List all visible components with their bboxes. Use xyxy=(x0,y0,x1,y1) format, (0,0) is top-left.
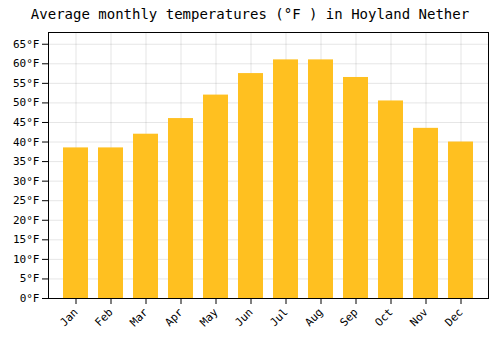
svg-text:55°F: 55°F xyxy=(13,77,40,90)
svg-text:Feb: Feb xyxy=(92,306,115,329)
svg-text:10°F: 10°F xyxy=(13,253,40,266)
svg-text:0°F: 0°F xyxy=(20,292,40,305)
svg-text:Jan: Jan xyxy=(57,306,80,329)
svg-text:50°F: 50°F xyxy=(13,96,40,109)
html-text:Average monthly temperatures (: Average monthly temperatures (°F ) in Ho… xyxy=(30,6,470,22)
svg-text:65°F: 65°F xyxy=(13,38,40,51)
svg-text:Apr: Apr xyxy=(162,305,186,329)
svg-text:30°F: 30°F xyxy=(13,175,40,188)
svg-text:Oct: Oct xyxy=(372,306,395,329)
svg-text:Mar: Mar xyxy=(127,305,151,329)
svg-text:40°F: 40°F xyxy=(13,136,40,149)
svg-text:Nov: Nov xyxy=(407,305,431,329)
svg-text:Sep: Sep xyxy=(337,306,360,329)
svg-text:Jun: Jun xyxy=(232,306,255,329)
svg-text:Aug: Aug xyxy=(302,306,325,329)
svg-text:15°F: 15°F xyxy=(13,233,40,246)
svg-text:Jul: Jul xyxy=(267,306,290,329)
svg-text:25°F: 25°F xyxy=(13,194,40,207)
svg-text:45°F: 45°F xyxy=(13,116,40,129)
svg-text:May: May xyxy=(197,305,221,329)
svg-text:35°F: 35°F xyxy=(13,155,40,168)
svg-text:Dec: Dec xyxy=(442,306,465,329)
svg-text:60°F: 60°F xyxy=(13,57,40,70)
svg-text:5°F: 5°F xyxy=(20,272,40,285)
svg-text:20°F: 20°F xyxy=(13,214,40,227)
